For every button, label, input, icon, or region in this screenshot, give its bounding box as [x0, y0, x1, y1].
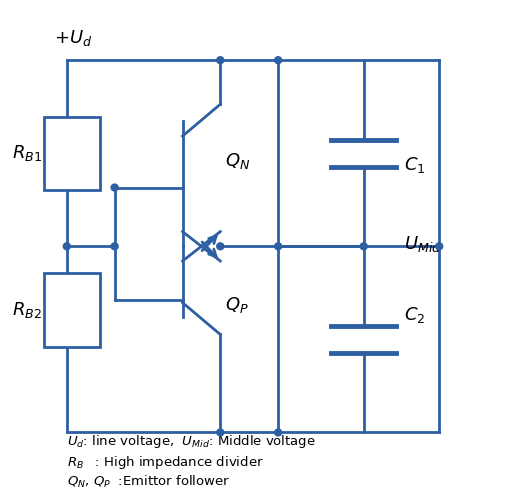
Circle shape	[111, 184, 118, 191]
Text: $R_B\;$  : High impedance divider: $R_B\;$ : High impedance divider	[67, 454, 263, 471]
Text: $Q_N$, $Q_P$  :Emittor follower: $Q_N$, $Q_P$ :Emittor follower	[67, 474, 230, 490]
Text: $R_{B2}$: $R_{B2}$	[13, 300, 42, 320]
Circle shape	[63, 243, 70, 250]
Bar	[44, 273, 99, 346]
Circle shape	[216, 429, 223, 436]
Circle shape	[216, 57, 223, 63]
Circle shape	[274, 243, 281, 250]
Text: $+U_d$: $+U_d$	[54, 28, 92, 48]
Text: $R_{B1}$: $R_{B1}$	[13, 143, 42, 163]
Text: $Q_P$: $Q_P$	[225, 295, 248, 315]
Circle shape	[216, 243, 223, 250]
Circle shape	[111, 243, 118, 250]
Circle shape	[435, 243, 442, 250]
Text: $Q_N$: $Q_N$	[225, 150, 250, 171]
Circle shape	[274, 429, 281, 436]
Circle shape	[274, 57, 281, 63]
Text: $C_2$: $C_2$	[403, 305, 424, 325]
Circle shape	[360, 243, 367, 250]
Text: $U_{Mid}$: $U_{Mid}$	[403, 234, 441, 254]
Text: $U_d$: line voltage,  $U_{Mid}$: Middle voltage: $U_d$: line voltage, $U_{Mid}$: Middle v…	[67, 434, 315, 450]
Bar	[44, 116, 99, 190]
Text: $C_1$: $C_1$	[403, 155, 425, 176]
